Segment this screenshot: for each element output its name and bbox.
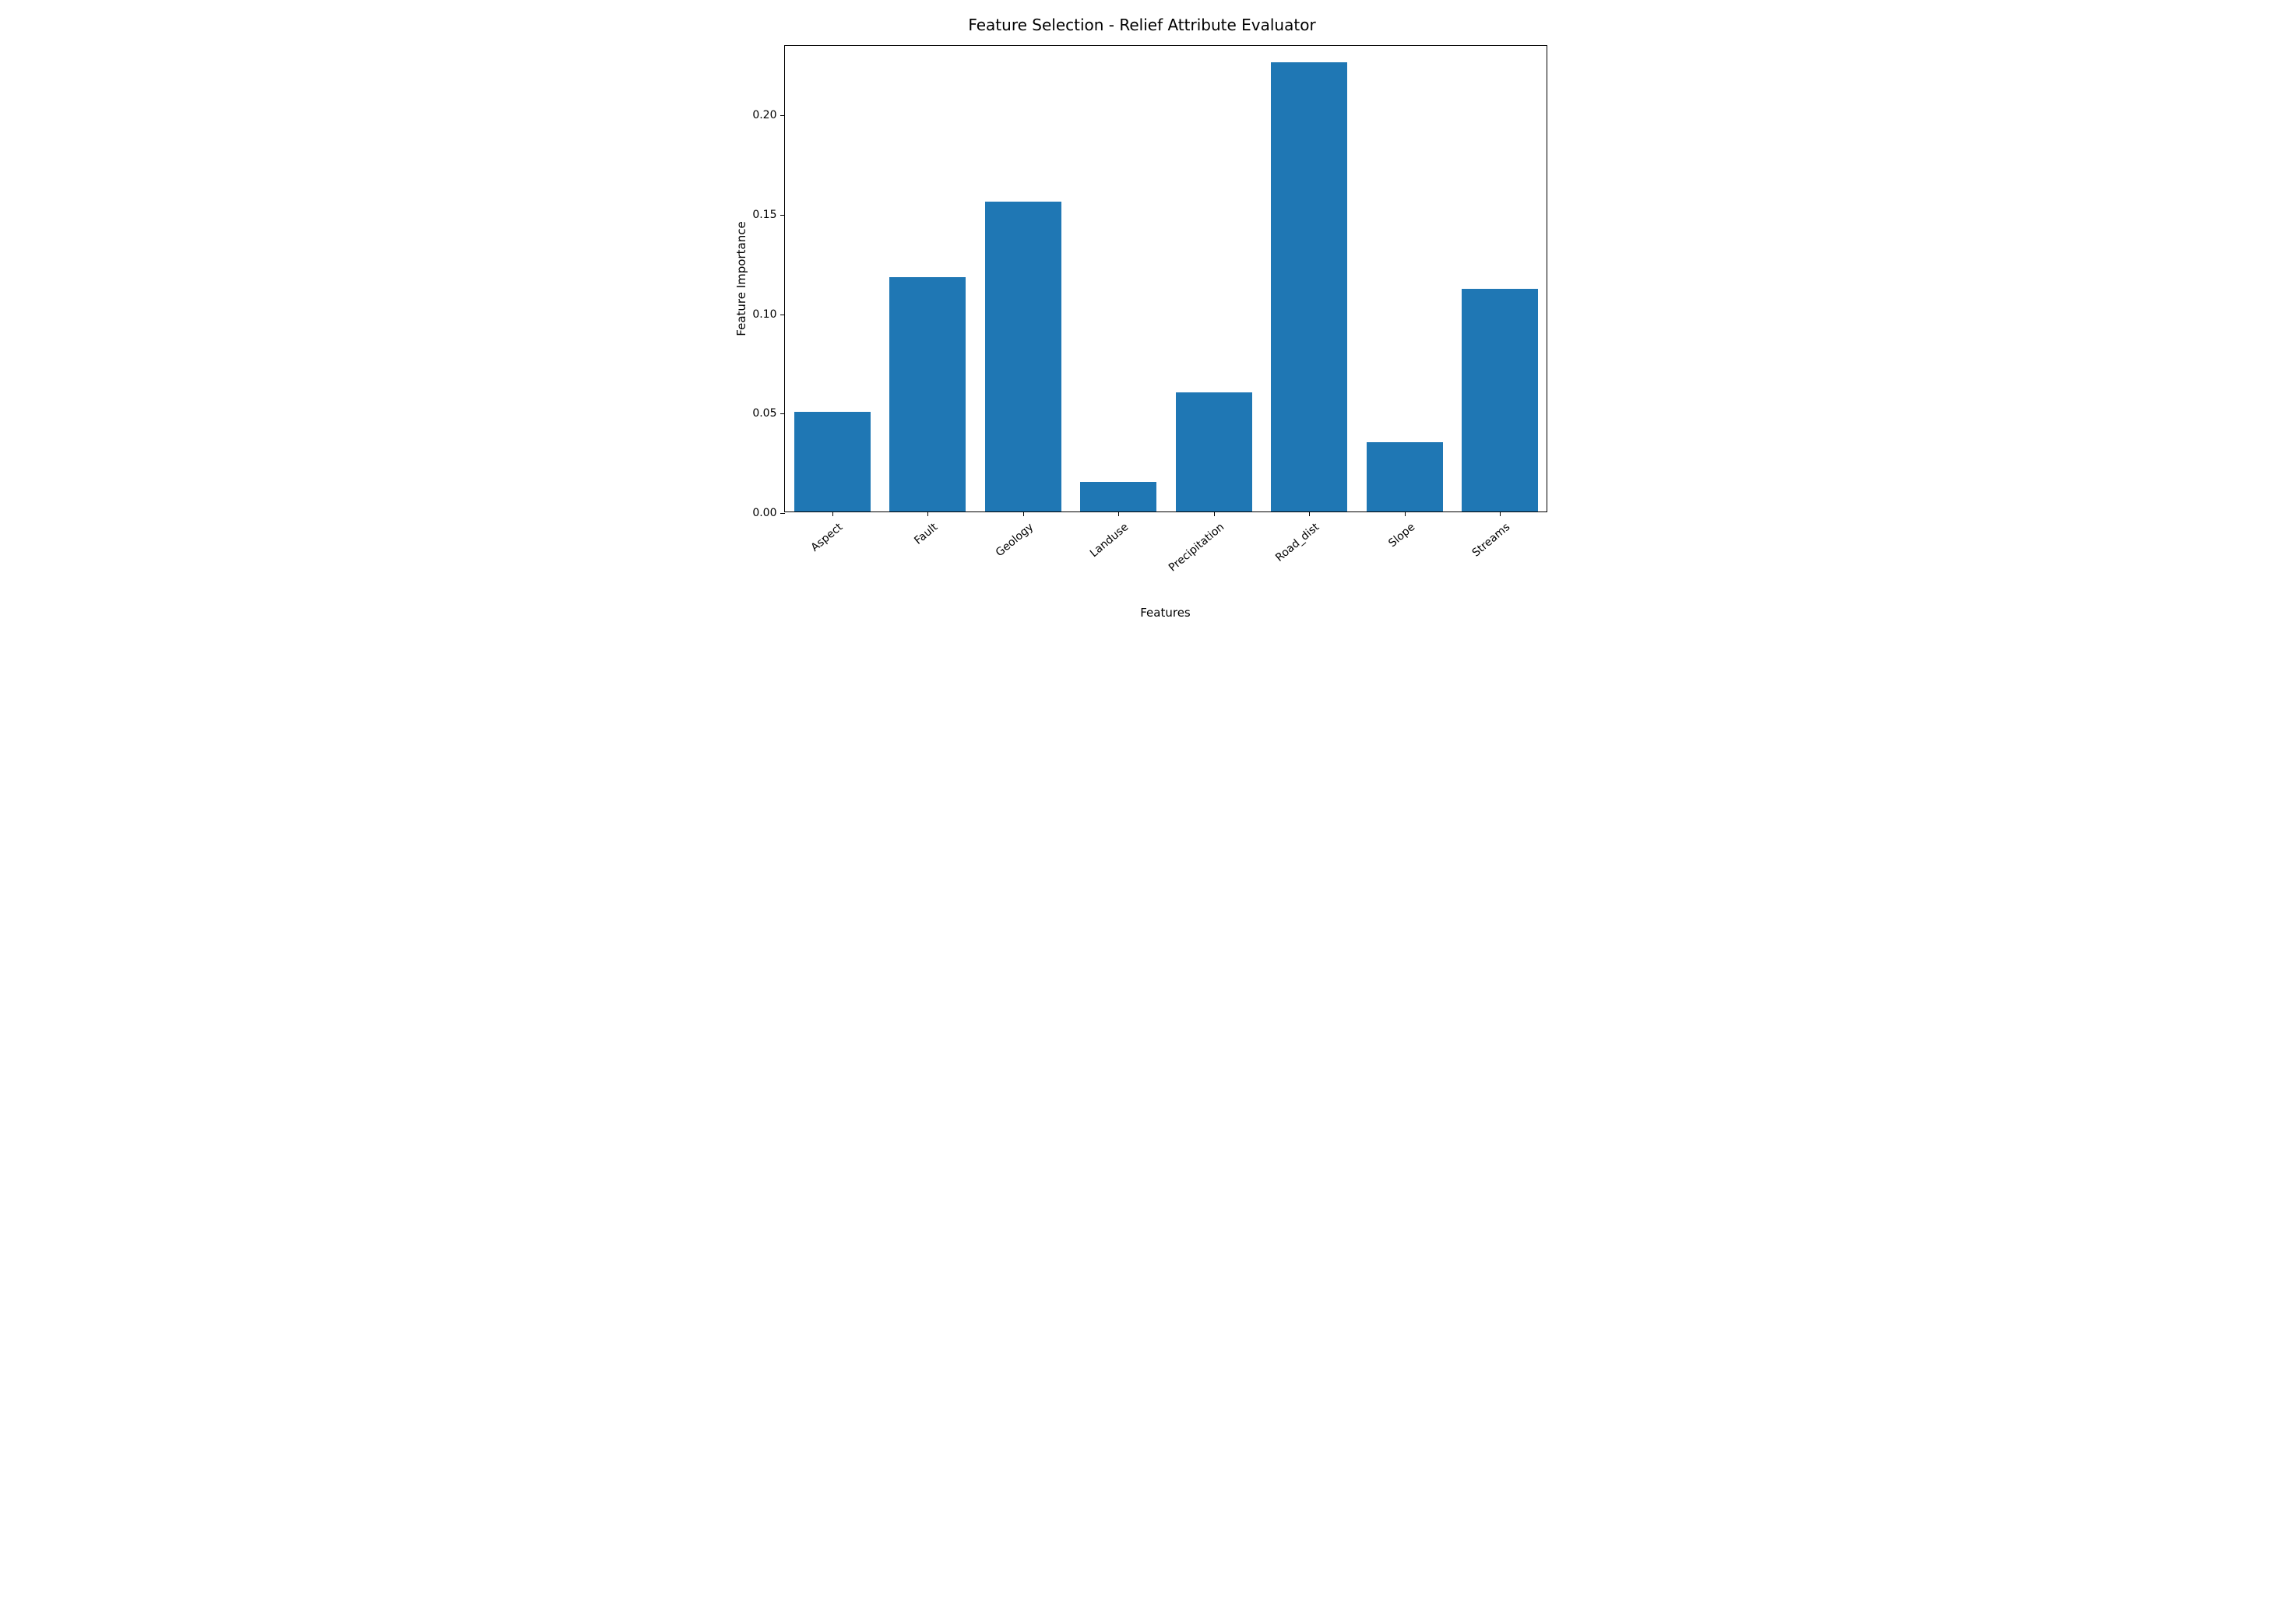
xtick-label: Aspect [808,521,845,554]
ytick-label: 0.05 [752,407,784,420]
bar [794,412,871,511]
xtick-mark [832,511,833,516]
x-axis-label: Features [1140,606,1191,620]
bar [985,202,1061,511]
xtick-mark [1309,511,1310,516]
bar [1367,442,1443,511]
xtick-mark [1023,511,1024,516]
bar [1176,392,1252,511]
bar [1271,62,1347,511]
chart-title: Feature Selection - Relief Attribute Eva… [714,16,1571,34]
xtick-mark [1500,511,1501,516]
ytick-label: 0.00 [752,507,784,519]
ytick-label: 0.20 [752,109,784,121]
bar [1080,482,1156,511]
chart-container: Feature Selection - Relief Attribute Eva… [714,16,1571,624]
xtick-mark [1405,511,1406,516]
xtick-label: Road_dist [1273,521,1321,564]
y-axis-label: Feature Importance [734,221,748,336]
bar [889,277,966,511]
xtick-label: Precipitation [1167,521,1226,575]
bar [1462,289,1538,511]
xtick-label: Streams [1470,521,1513,560]
xtick-label: Slope [1386,521,1417,550]
xtick-label: Landuse [1088,521,1131,560]
xtick-mark [1214,511,1215,516]
xtick-label: Geology [994,521,1036,559]
xtick-mark [1118,511,1119,516]
ytick-label: 0.15 [752,209,784,221]
xtick-mark [927,511,928,516]
ytick-label: 0.10 [752,308,784,321]
xtick-label: Fault [913,521,941,547]
plot-area: 0.000.050.100.150.20AspectFaultGeologyLa… [784,45,1547,512]
